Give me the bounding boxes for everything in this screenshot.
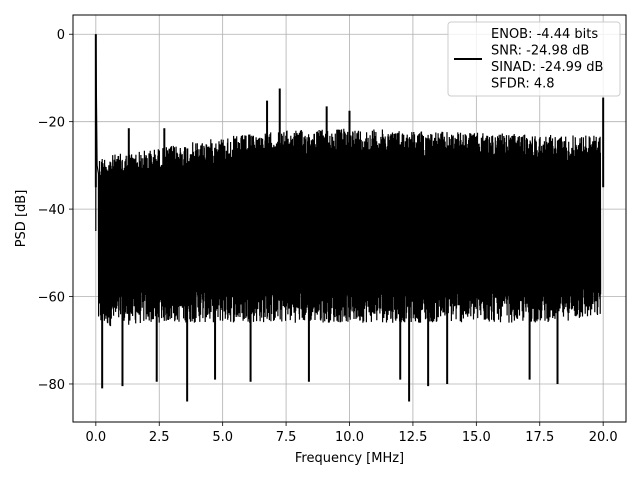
- legend: ENOB: -4.44 bits SNR: -24.98 dB SINAD: -…: [447, 21, 621, 97]
- y-axis-label: PSD [dB]: [14, 190, 29, 248]
- x-tick-label: 17.5: [525, 430, 554, 445]
- x-tick-label: 2.5: [149, 430, 170, 445]
- y-tick-label: −40: [38, 203, 65, 218]
- y-tick-label: 0: [57, 28, 65, 43]
- legend-entry-enob: ENOB: -4.44 bits: [491, 27, 598, 42]
- legend-entry-sfdr: SFDR: 4.8: [491, 77, 555, 92]
- x-tick-label: 15.0: [462, 430, 491, 445]
- x-tick-label: 0.0: [85, 430, 106, 445]
- x-axis-label: Frequency [MHz]: [295, 451, 404, 466]
- x-tick-label: 7.5: [276, 430, 297, 445]
- y-tick-label: −20: [38, 116, 65, 131]
- x-tick-label: 20.0: [589, 430, 618, 445]
- legend-box: [447, 21, 621, 97]
- x-tick-label: 10.0: [335, 430, 364, 445]
- legend-entry-snr: SNR: -24.98 dB: [491, 44, 589, 59]
- legend-entry-sinad: SINAD: -24.99 dB: [491, 60, 603, 75]
- x-tick-label: 5.0: [212, 430, 233, 445]
- psd-series: [94, 34, 605, 402]
- y-tick-label: −80: [38, 378, 65, 393]
- tick-layer: 0.0 2.5 5.0 7.5 10.0 12.5 15.0 17.5 20.0 0 −20 −40 −…: [38, 28, 618, 445]
- x-tick-label: 12.5: [398, 430, 427, 445]
- y-tick-label: −60: [38, 291, 65, 306]
